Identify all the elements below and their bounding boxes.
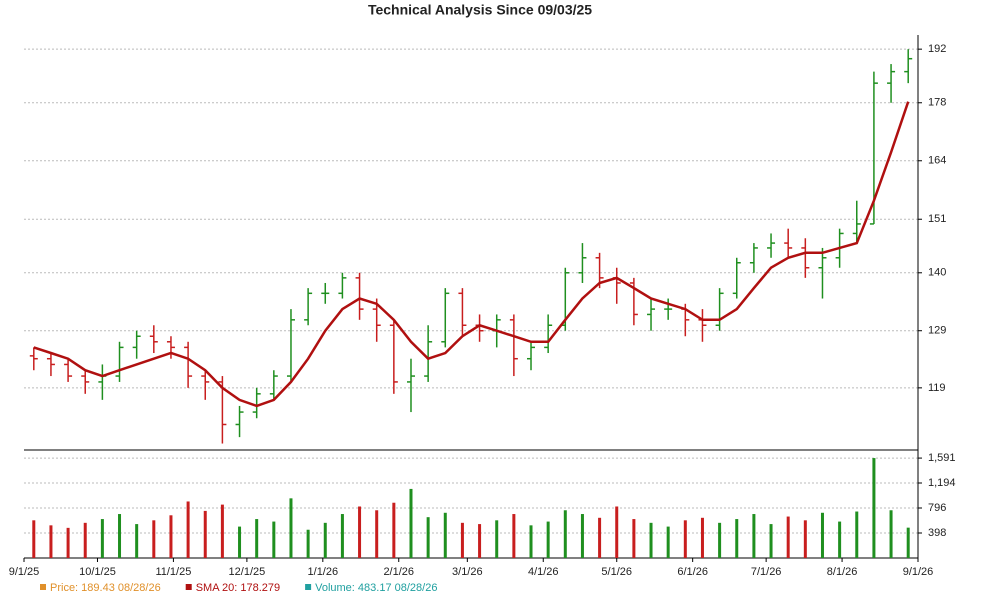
volume-bar (443, 512, 447, 558)
volume-bar (49, 525, 53, 558)
volume-bar (478, 524, 482, 558)
volume-bar (66, 527, 70, 558)
volume-bar (375, 510, 379, 558)
x-tick-label: 3/1/26 (452, 566, 483, 578)
volume-bar (786, 516, 790, 558)
x-tick-label: 1/1/26 (308, 566, 339, 578)
volume-bar (889, 510, 893, 558)
volume-bar (649, 522, 653, 558)
volume-bar (752, 514, 756, 558)
volume-bar (289, 498, 293, 558)
y-tick-label: 178 (928, 97, 946, 109)
volume-bar (546, 521, 550, 558)
volume-bar (135, 524, 139, 558)
volume-bar (392, 502, 396, 558)
volume-bar (255, 519, 259, 558)
volume-bar (460, 522, 464, 558)
volume-bar (495, 520, 499, 558)
legend-label: Price: 189.43 08/28/26 (50, 582, 161, 594)
volume-bar (855, 511, 859, 558)
volume-bar (529, 525, 533, 558)
volume-bar (512, 514, 516, 558)
volume-bar (409, 488, 413, 558)
y-tick-label: 192 (928, 43, 946, 55)
volume-bar (872, 458, 876, 558)
volume-bar (358, 506, 362, 558)
volume-bar (152, 520, 156, 558)
volume-bar (838, 521, 842, 558)
volume-bar (683, 520, 687, 558)
volume-bar (598, 517, 602, 558)
volume-bar (220, 504, 224, 558)
volume-bar (666, 526, 670, 558)
volume-bar (100, 519, 104, 558)
volume-bar (118, 514, 122, 558)
y-tick-label: 1,591 (928, 452, 956, 464)
y-tick-label: 164 (928, 155, 946, 167)
volume-bar (632, 519, 636, 558)
y-tick-label: 129 (928, 325, 946, 337)
x-tick-label: 8/1/26 (827, 566, 858, 578)
x-tick-label: 4/1/26 (528, 566, 559, 578)
volume-bar (735, 519, 739, 558)
x-tick-label: 5/1/26 (601, 566, 632, 578)
volume-bar (700, 517, 704, 558)
legend-swatch (305, 584, 312, 590)
volume-bar (769, 524, 773, 558)
y-tick-label: 796 (928, 502, 946, 514)
legend-label: Volume: 483.17 08/28/26 (315, 582, 437, 594)
x-tick-label: 9/1/25 (9, 566, 40, 578)
x-tick-label: 6/1/26 (677, 566, 708, 578)
volume-bar (718, 522, 722, 558)
x-tick-label: 9/1/26 (903, 566, 934, 578)
x-tick-label: 2/1/26 (383, 566, 414, 578)
x-tick-label: 10/1/25 (79, 566, 116, 578)
volume-bar (906, 527, 910, 558)
volume-bar (186, 501, 190, 558)
legend-label: SMA 20: 178.279 (196, 582, 280, 594)
y-tick-label: 151 (928, 213, 946, 225)
volume-bar (272, 521, 276, 558)
volume-bar (340, 514, 344, 558)
volume-bar (238, 526, 242, 558)
y-tick-label: 398 (928, 527, 946, 539)
x-tick-label: 12/1/25 (229, 566, 266, 578)
volume-bar (32, 520, 36, 558)
sma-line (33, 101, 910, 408)
y-tick-label: 1,194 (928, 477, 956, 489)
y-tick-label: 119 (928, 382, 946, 394)
volume-bar (803, 520, 807, 558)
volume-bar (306, 529, 310, 558)
volume-bar (426, 517, 430, 558)
volume-bar (580, 514, 584, 558)
x-tick-label: 11/1/25 (155, 566, 191, 578)
volume-bar (820, 512, 824, 558)
legend-swatch (185, 584, 192, 590)
volume-bar (563, 510, 567, 558)
volume-bar (323, 522, 327, 558)
volume-bar (615, 506, 619, 558)
legend-swatch (40, 584, 46, 590)
volume-bar (83, 522, 87, 558)
volume-bar (203, 510, 207, 558)
volume-bar (169, 515, 173, 558)
y-tick-label: 140 (928, 267, 946, 279)
x-tick-label: 7/1/26 (751, 566, 782, 578)
chart-title: Technical Analysis Since 09/03/25 (368, 2, 592, 18)
